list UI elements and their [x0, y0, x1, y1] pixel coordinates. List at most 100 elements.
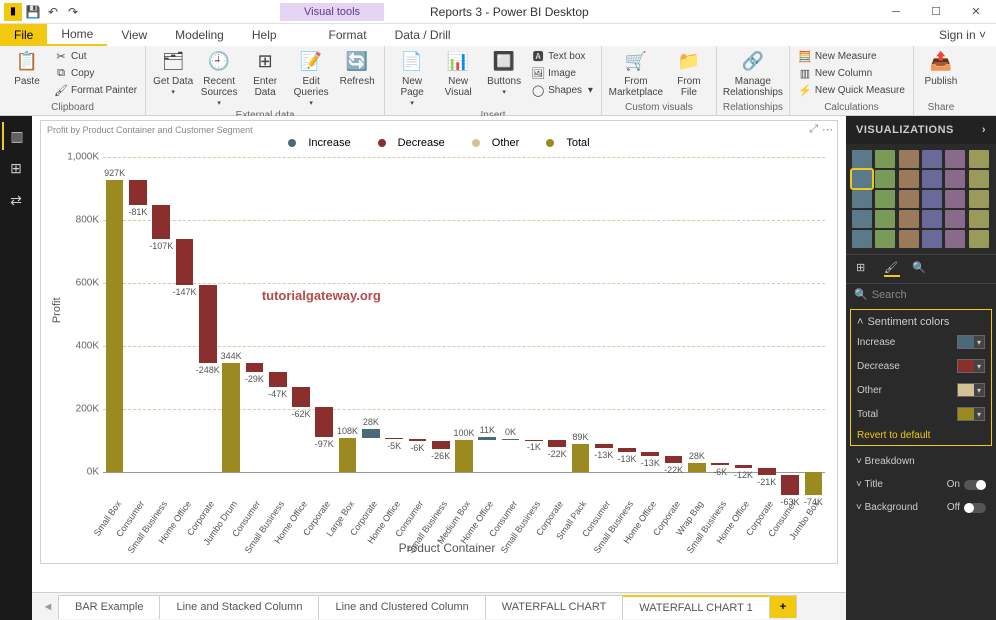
shapes-button[interactable]: ◯Shapes ▾ — [529, 82, 595, 98]
page-tab[interactable]: WATERFALL CHART 1 — [622, 595, 770, 619]
enter-data-button[interactable]: ⊞Enter Data — [244, 48, 286, 98]
viz-type-icon[interactable] — [899, 210, 919, 228]
chevron-icon[interactable]: ˄ — [857, 316, 863, 328]
chart-bar[interactable]: 28K — [688, 463, 706, 472]
viz-type-icon[interactable] — [969, 210, 989, 228]
chart-bar[interactable]: -62K — [292, 387, 310, 407]
chart-bar[interactable]: -26K — [432, 441, 450, 449]
viz-type-icon[interactable] — [899, 230, 919, 248]
tab-help[interactable]: Help — [238, 24, 291, 46]
chart-bar[interactable]: 28K — [362, 429, 380, 438]
close-button[interactable]: ✕ — [956, 0, 996, 24]
viz-type-icon[interactable] — [945, 230, 965, 248]
other-color-picker[interactable]: ▾ — [957, 383, 985, 397]
page-tab[interactable]: Line and Stacked Column — [159, 595, 319, 619]
tab-modeling[interactable]: Modeling — [161, 24, 238, 46]
viz-type-icon[interactable] — [945, 150, 965, 168]
chart-bar[interactable]: -147K — [176, 239, 194, 285]
collapse-icon[interactable]: › — [982, 124, 986, 136]
fields-tab-icon[interactable]: ⊞ — [856, 261, 872, 277]
from-file-button[interactable]: 📁From File — [668, 48, 710, 98]
new-measure-button[interactable]: 🧮New Measure — [796, 48, 907, 64]
tab-format[interactable]: Format — [315, 24, 381, 46]
page-tab[interactable]: BAR Example — [58, 595, 160, 619]
add-page-button[interactable]: + — [769, 595, 797, 618]
viz-type-icon[interactable] — [922, 210, 942, 228]
paste-button[interactable]: 📋Paste — [6, 48, 48, 87]
chart-bar[interactable]: -107K — [152, 205, 170, 239]
cut-button[interactable]: ✂Cut — [52, 48, 139, 64]
model-view-icon[interactable]: ⇄ — [2, 186, 30, 214]
data-view-icon[interactable]: ⊞ — [2, 154, 30, 182]
new-visual-button[interactable]: 📊New Visual — [437, 48, 479, 98]
save-icon[interactable]: 💾 — [24, 3, 42, 21]
chart-bar[interactable]: -13K — [595, 444, 613, 448]
prev-page[interactable]: ◄ — [38, 601, 58, 613]
edit-queries-button[interactable]: 📝Edit Queries▾ — [290, 48, 332, 108]
chart-bar[interactable]: -47K — [269, 372, 287, 387]
chart-bar[interactable]: 0K — [502, 439, 520, 440]
minimize-button[interactable]: ─ — [876, 0, 916, 24]
maximize-button[interactable]: ☐ — [916, 0, 956, 24]
publish-button[interactable]: 📤Publish — [920, 48, 962, 87]
get-data-button[interactable]: 🗂Get Data▾ — [152, 48, 194, 97]
title-toggle[interactable]: On — [947, 479, 986, 490]
new-page-button[interactable]: 📄New Page▾ — [391, 48, 433, 108]
viz-type-icon[interactable] — [875, 230, 895, 248]
image-button[interactable]: 🖼Image — [529, 65, 595, 81]
copy-button[interactable]: ⧉Copy — [52, 65, 139, 81]
viz-type-icon[interactable] — [852, 150, 872, 168]
chart-bar[interactable]: -74K — [805, 472, 823, 495]
viz-type-icon[interactable] — [875, 190, 895, 208]
chart-bar[interactable]: 89K — [572, 444, 590, 472]
format-search[interactable]: 🔍Search — [846, 284, 996, 305]
chart-bar[interactable]: -22K — [548, 440, 566, 447]
viz-type-icon[interactable] — [875, 170, 895, 188]
viz-type-icon[interactable] — [852, 230, 872, 248]
chart-bar[interactable]: -6K — [711, 463, 729, 465]
total-color-picker[interactable]: ▾ — [957, 407, 985, 421]
chart-visual[interactable]: Profit by Product Container and Customer… — [40, 120, 838, 564]
chart-bar[interactable]: -63K — [781, 475, 799, 495]
chart-bar[interactable]: 11K — [478, 437, 496, 440]
chart-bar[interactable]: -21K — [758, 468, 776, 475]
page-tab[interactable]: Line and Clustered Column — [318, 595, 485, 619]
chart-bar[interactable]: -29K — [246, 363, 264, 372]
tab-home[interactable]: Home — [47, 24, 107, 46]
more-options-icon[interactable]: ⋯ — [822, 123, 833, 136]
new-quick-measure-button[interactable]: ⚡New Quick Measure — [796, 82, 907, 98]
chart-bar[interactable]: -22K — [665, 456, 683, 463]
viz-type-icon[interactable] — [852, 170, 872, 188]
viz-type-icon[interactable] — [945, 190, 965, 208]
tab-view[interactable]: View — [107, 24, 161, 46]
viz-type-icon[interactable] — [899, 170, 919, 188]
manage-relationships-button[interactable]: 🔗Manage Relationships — [723, 48, 783, 98]
page-tab[interactable]: WATERFALL CHART — [485, 595, 624, 619]
analytics-tab-icon[interactable]: 🔍 — [912, 261, 928, 277]
viz-type-icon[interactable] — [945, 210, 965, 228]
report-view-icon[interactable]: ▥ — [2, 122, 30, 150]
chart-bar[interactable]: -12K — [735, 465, 753, 469]
viz-type-icon[interactable] — [969, 150, 989, 168]
increase-color-picker[interactable]: ▾ — [957, 335, 985, 349]
revert-to-default[interactable]: Revert to default — [857, 426, 985, 441]
chart-bar[interactable]: -5K — [385, 438, 403, 440]
chart-bar[interactable]: 344K — [222, 363, 240, 471]
viz-type-icon[interactable] — [852, 210, 872, 228]
chart-bar[interactable]: 100K — [455, 440, 473, 471]
viz-type-icon[interactable] — [969, 170, 989, 188]
new-column-button[interactable]: ▥New Column — [796, 65, 907, 81]
chart-bar[interactable]: 927K — [106, 180, 124, 472]
tab-data[interactable]: Data / Drill — [381, 24, 465, 46]
viz-type-icon[interactable] — [922, 170, 942, 188]
buttons-button[interactable]: 🔲Buttons▾ — [483, 48, 525, 97]
chart-bar[interactable]: 108K — [339, 438, 357, 472]
chart-bar[interactable]: -81K — [129, 180, 147, 205]
background-toggle[interactable]: Off — [947, 502, 986, 513]
viz-type-icon[interactable] — [969, 230, 989, 248]
viz-type-icon[interactable] — [875, 150, 895, 168]
recent-sources-button[interactable]: 🕘Recent Sources▾ — [198, 48, 240, 108]
viz-type-icon[interactable] — [922, 230, 942, 248]
viz-type-icon[interactable] — [875, 210, 895, 228]
chart-bar[interactable]: -248K — [199, 285, 217, 363]
